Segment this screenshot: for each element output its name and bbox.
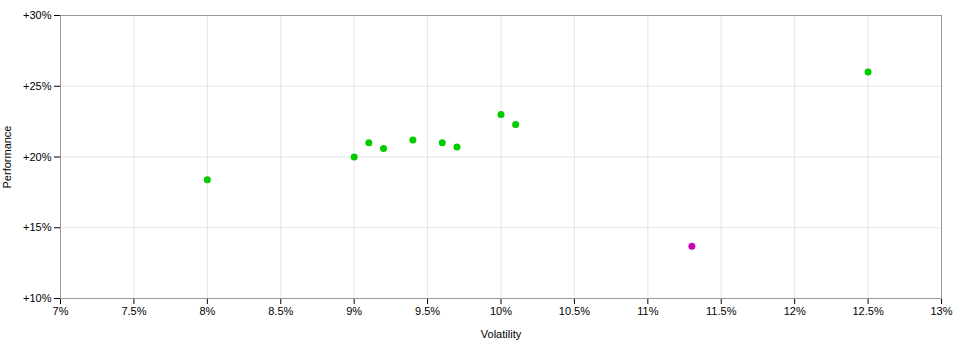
svg-text:+25%: +25% — [23, 80, 52, 92]
svg-text:+15%: +15% — [23, 221, 52, 233]
svg-text:Volatility: Volatility — [481, 328, 522, 340]
svg-text:10.5%: 10.5% — [559, 305, 590, 317]
svg-text:Performance: Performance — [1, 126, 13, 189]
svg-text:7.5%: 7.5% — [121, 305, 146, 317]
svg-text:+30%: +30% — [23, 9, 52, 21]
svg-text:7%: 7% — [53, 305, 69, 317]
svg-text:12%: 12% — [784, 305, 806, 317]
svg-text:9.5%: 9.5% — [415, 305, 440, 317]
svg-text:11%: 11% — [637, 305, 658, 317]
svg-text:13%: 13% — [930, 305, 952, 317]
svg-text:9%: 9% — [346, 305, 362, 317]
svg-text:+10%: +10% — [23, 292, 52, 304]
svg-text:8%: 8% — [199, 305, 215, 317]
svg-text:10%: 10% — [490, 305, 512, 317]
svg-text:8.5%: 8.5% — [268, 305, 293, 317]
svg-text:11.5%: 11.5% — [706, 305, 737, 317]
svg-text:+20%: +20% — [23, 151, 52, 163]
svg-text:12.5%: 12.5% — [852, 305, 883, 317]
